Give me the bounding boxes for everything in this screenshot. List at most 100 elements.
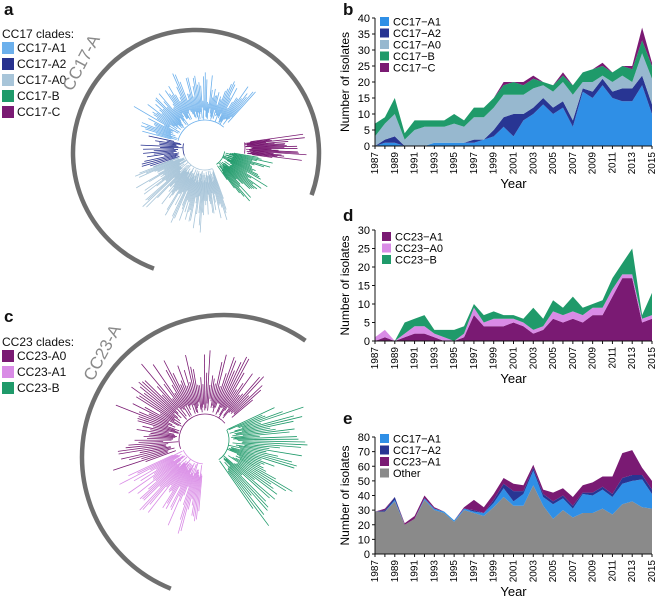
legend-label: CC17-C xyxy=(17,105,61,119)
tree-branch xyxy=(139,386,179,418)
tree-branch xyxy=(249,150,299,154)
tree-branch xyxy=(176,86,193,120)
tree-branch xyxy=(208,174,213,194)
tree-branch xyxy=(224,154,255,166)
tree-branch xyxy=(163,101,182,122)
tree-branch xyxy=(141,363,179,409)
y-tick-label: 30 xyxy=(358,45,370,57)
tree-branch xyxy=(234,463,255,481)
tree-branch xyxy=(238,411,283,429)
tree-branch xyxy=(209,89,213,109)
tree-branch xyxy=(221,161,255,189)
tree-branch xyxy=(164,170,192,216)
cc17-legend-item: CC17-C xyxy=(2,105,60,119)
tree-branch xyxy=(227,448,265,465)
legend-swatch xyxy=(380,40,389,49)
tree-branch xyxy=(142,460,187,510)
panel-label-d: d xyxy=(343,206,354,225)
tree-branch xyxy=(250,133,304,142)
tree-branch xyxy=(228,447,262,460)
tree-branch xyxy=(232,456,287,492)
tree-branch xyxy=(238,446,267,453)
x-tick-label: 1999 xyxy=(489,560,500,583)
tree-branch xyxy=(225,86,249,120)
tree-branch xyxy=(237,415,266,428)
tree-branch xyxy=(182,173,193,193)
tree-branch xyxy=(240,448,293,463)
tree-branch xyxy=(231,399,253,418)
x-tick-label: 2013 xyxy=(627,152,638,175)
tree-branch xyxy=(138,411,176,428)
tree-branch xyxy=(138,416,180,432)
legend-label: CC23-A1 xyxy=(17,365,67,379)
tree-branch xyxy=(210,176,216,203)
tree-branch xyxy=(198,475,203,512)
tree-branch xyxy=(192,86,199,113)
tree-branch xyxy=(227,373,253,408)
tree-branch xyxy=(183,472,193,496)
tree-branch xyxy=(227,156,253,167)
area-series-cc17-b xyxy=(375,40,652,140)
tree-clade-arc xyxy=(216,151,226,165)
tree-branch xyxy=(179,179,195,221)
tree-branch xyxy=(170,467,191,508)
tree-branch xyxy=(219,460,254,509)
tree-branch xyxy=(142,425,169,433)
x-tick-label: 1987 xyxy=(370,347,381,370)
tree-clade-arc xyxy=(177,119,225,141)
tree-branch xyxy=(182,475,194,505)
tree-branch xyxy=(225,458,270,499)
legend-swatch xyxy=(2,42,14,54)
tree-clade-arc xyxy=(182,143,185,156)
x-tick-label: 2003 xyxy=(528,560,539,583)
tree-branch xyxy=(138,381,175,414)
tree-branch xyxy=(139,462,185,511)
y-tick-label: 35 xyxy=(358,29,370,41)
legend-swatch xyxy=(382,255,391,264)
legend-swatch xyxy=(2,382,14,394)
x-tick-label: 2007 xyxy=(568,560,579,583)
tree-branch xyxy=(212,354,227,409)
x-tick-label: 1991 xyxy=(410,347,421,370)
tree-branch xyxy=(215,99,222,117)
legend-label: CC17−A2 xyxy=(393,445,441,457)
tree-branch xyxy=(200,377,204,408)
tree-branch xyxy=(154,157,184,172)
tree-branch xyxy=(252,150,307,156)
legend-label: CC23−A1 xyxy=(395,232,443,244)
tree-branch xyxy=(229,162,248,174)
x-tick-label: 2001 xyxy=(509,347,520,370)
area-series-cc23-a1 xyxy=(375,278,652,341)
y-tick-label: 30 xyxy=(358,505,370,517)
legend-swatch xyxy=(2,350,14,362)
tree-branch xyxy=(161,165,181,180)
tree-branch xyxy=(134,160,174,177)
tree-branch xyxy=(172,171,189,196)
tree-branch xyxy=(144,153,178,162)
tree-branch xyxy=(238,440,306,443)
tree-branch xyxy=(119,454,176,485)
tree-branch xyxy=(225,152,258,162)
tree-branch xyxy=(227,470,270,526)
tree-branch xyxy=(222,93,248,125)
tree-branch xyxy=(165,167,182,181)
tree-clade-arc xyxy=(178,413,226,450)
x-tick-label: 2011 xyxy=(607,560,618,582)
tree-branch xyxy=(202,384,205,405)
tree-branch xyxy=(236,438,299,441)
x-tick-label: 2001 xyxy=(509,560,520,583)
tree-branch xyxy=(157,158,184,173)
tree-branch xyxy=(191,472,200,506)
tree-branch xyxy=(212,168,224,199)
tree-branch xyxy=(190,182,199,221)
tree-branch xyxy=(168,85,189,119)
tree-branch xyxy=(198,82,203,119)
tree-branch xyxy=(232,157,251,166)
tree-branch xyxy=(250,145,298,148)
y-tick-label: 10 xyxy=(358,109,370,121)
tree-branch xyxy=(205,372,208,409)
tree-branch xyxy=(212,104,218,119)
tree-branch xyxy=(218,97,231,120)
tree-branch xyxy=(174,178,190,206)
tree-branch xyxy=(229,466,269,508)
